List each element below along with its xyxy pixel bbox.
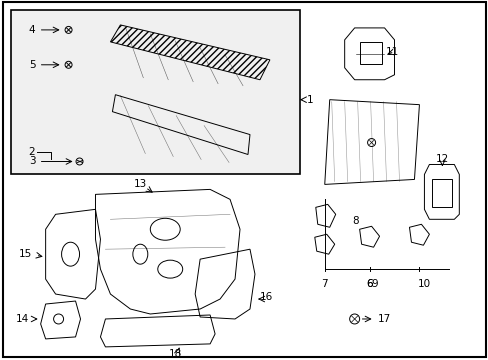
- Text: 2: 2: [29, 147, 35, 157]
- Text: 5: 5: [29, 60, 35, 70]
- Text: 4: 4: [29, 25, 35, 35]
- Bar: [431, 179, 451, 207]
- Text: 13: 13: [133, 179, 147, 189]
- Text: 10: 10: [417, 279, 430, 289]
- Bar: [359, 42, 381, 64]
- Text: 8: 8: [352, 216, 358, 226]
- Text: 16: 16: [260, 292, 273, 302]
- Text: 12: 12: [435, 154, 448, 165]
- Text: 14: 14: [16, 314, 29, 324]
- Text: 1: 1: [306, 95, 313, 105]
- Text: 11: 11: [386, 47, 399, 57]
- Text: 18: 18: [168, 349, 182, 359]
- Text: 17: 17: [377, 314, 390, 324]
- Text: 3: 3: [29, 157, 35, 166]
- Bar: [11, 10, 299, 175]
- Text: 6: 6: [366, 279, 372, 289]
- Text: 15: 15: [19, 249, 32, 259]
- Text: 7: 7: [321, 279, 327, 289]
- Text: 6: 6: [366, 279, 372, 289]
- Text: 9: 9: [370, 279, 377, 289]
